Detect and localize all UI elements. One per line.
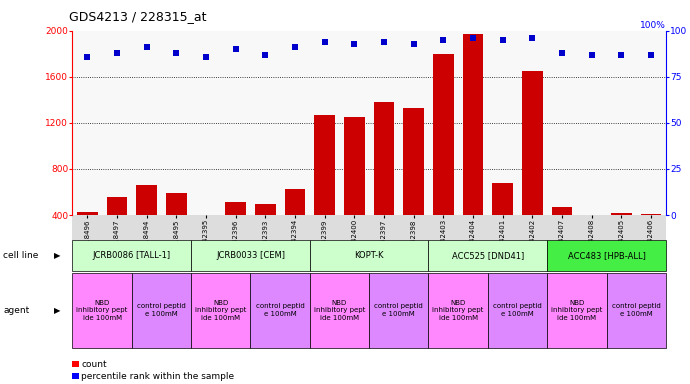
Point <box>319 39 330 45</box>
Point <box>81 53 92 60</box>
Bar <box>77 212 98 261</box>
Bar <box>492 183 513 261</box>
Text: percentile rank within the sample: percentile rank within the sample <box>81 372 235 381</box>
Text: agent: agent <box>3 306 30 314</box>
Point <box>259 51 270 58</box>
Bar <box>462 34 484 261</box>
Text: NBD
inhibitory pept
ide 100mM: NBD inhibitory pept ide 100mM <box>551 300 602 321</box>
Text: NBD
inhibitory pept
ide 100mM: NBD inhibitory pept ide 100mM <box>433 300 484 321</box>
Text: JCRB0033 [CEM]: JCRB0033 [CEM] <box>216 251 285 260</box>
Text: ACC483 [HPB-ALL]: ACC483 [HPB-ALL] <box>568 251 645 260</box>
Point <box>527 35 538 41</box>
Bar <box>314 115 335 261</box>
Point <box>408 41 419 47</box>
Point <box>616 51 627 58</box>
Bar <box>344 117 365 261</box>
Bar <box>255 204 276 261</box>
Point <box>438 37 449 43</box>
Text: 100%: 100% <box>640 21 666 30</box>
Bar <box>551 207 573 261</box>
Bar <box>611 213 632 261</box>
Bar <box>136 185 157 261</box>
Text: GDS4213 / 228315_at: GDS4213 / 228315_at <box>69 10 207 23</box>
Point <box>556 50 567 56</box>
Bar <box>581 216 602 261</box>
Bar <box>403 108 424 261</box>
Text: control peptid
e 100mM: control peptid e 100mM <box>493 303 542 317</box>
Point <box>230 46 241 52</box>
Point <box>200 53 211 60</box>
Point <box>141 44 152 50</box>
Point <box>586 51 598 58</box>
Point <box>378 39 389 45</box>
Text: ACC525 [DND41]: ACC525 [DND41] <box>452 251 524 260</box>
Point <box>290 44 301 50</box>
Point <box>468 35 479 41</box>
Point <box>349 41 360 47</box>
Text: control peptid
e 100mM: control peptid e 100mM <box>375 303 423 317</box>
Text: control peptid
e 100mM: control peptid e 100mM <box>612 303 660 317</box>
Text: ▶: ▶ <box>54 306 60 314</box>
Text: NBD
inhibitory pept
ide 100mM: NBD inhibitory pept ide 100mM <box>195 300 246 321</box>
Text: KOPT-K: KOPT-K <box>355 251 384 260</box>
Bar <box>522 71 543 261</box>
Point <box>497 37 508 43</box>
Bar <box>195 216 217 261</box>
Bar <box>284 189 306 261</box>
Bar <box>225 202 246 261</box>
Text: cell line: cell line <box>3 251 39 260</box>
Text: JCRB0086 [TALL-1]: JCRB0086 [TALL-1] <box>92 251 171 260</box>
Point <box>171 50 182 56</box>
Text: control peptid
e 100mM: control peptid e 100mM <box>256 303 304 317</box>
Text: NBD
inhibitory pept
ide 100mM: NBD inhibitory pept ide 100mM <box>314 300 365 321</box>
Bar <box>166 193 187 261</box>
Point <box>112 50 123 56</box>
Bar <box>433 54 454 261</box>
Text: ▶: ▶ <box>54 251 60 260</box>
Bar <box>373 102 395 261</box>
Text: count: count <box>81 359 107 369</box>
Point <box>646 51 657 58</box>
Bar <box>640 214 662 261</box>
Text: control peptid
e 100mM: control peptid e 100mM <box>137 303 186 317</box>
Bar <box>106 197 128 261</box>
Text: NBD
inhibitory pept
ide 100mM: NBD inhibitory pept ide 100mM <box>77 300 128 321</box>
